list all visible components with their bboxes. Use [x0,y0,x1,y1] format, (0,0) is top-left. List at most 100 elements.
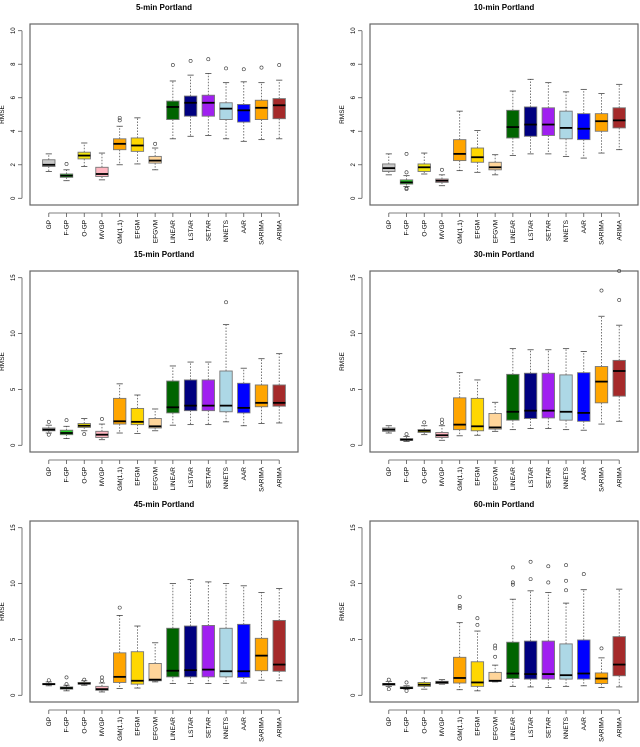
box-efgvm [148,141,162,171]
panel-15min: 15-min Portland 0 5 10 15 RMSE GP F-GP O-GP MVGP G… [0,247,320,492]
x-tick-label: F-GP [404,717,411,733]
x-tick-label: O-GP [81,467,88,484]
box-ogp [417,152,431,175]
chart-title: 45-min Portland [134,500,195,509]
outlier-point [170,63,175,67]
x-tick-label: F-GP [404,467,411,483]
x-tick-label: GM(1,1) [117,220,124,244]
box-ogp [77,677,91,686]
outlier-point [188,58,193,63]
box-iqr [559,110,573,140]
box-fgp [59,162,74,182]
x-tick-label: LINEAR [170,220,177,244]
x-tick-label: O-GP [81,220,88,237]
x-tick-label: ARIMA [276,716,283,737]
y-tick-label: 10 [11,330,17,337]
box-nnets [559,91,573,157]
x-tick-label: F-GP [64,220,71,236]
x-tick-label: LSTAR [528,467,535,488]
box-iqr [506,373,520,421]
box-iqr [254,384,269,408]
x-tick-label: LSTAR [188,717,195,738]
y-tick-label: 0 [11,693,17,697]
outlier-point [82,432,87,437]
box-iqr [219,102,233,120]
box-gm11 [113,383,127,434]
outlier-point [117,115,122,120]
x-tick-label: O-GP [421,717,428,734]
box-efgvm [148,642,162,683]
box-nnets [219,583,233,684]
box-iqr [272,384,286,407]
box-iqr [183,625,198,678]
y-tick-label: 0 [11,443,17,447]
x-tick-label: O-GP [421,467,428,484]
x-tick-label: ARIMA [616,466,623,487]
y-tick-label: 10 [351,330,357,337]
box-aar [577,572,591,687]
box-efgm [130,117,145,165]
outlier-point [224,66,228,71]
outlier-point [599,646,604,651]
box-iqr [166,380,180,414]
boxplot-60min: 60-min Portland 0 5 10 15 RMSE GP F-GP O-GP MVGP G… [339,500,639,742]
outlier-point [546,580,551,585]
box-iqr [559,374,573,421]
x-tick-label: EFGVM [152,717,159,740]
chart-title: 5-min Portland [136,3,192,12]
outlier-point [546,564,551,569]
y-tick-label: 8 [11,62,17,66]
chart-title: 10-min Portland [474,3,535,12]
x-tick-label: SETAR [546,717,553,738]
outlier-point [64,162,69,166]
outlier-point [440,421,444,425]
box-iqr [594,113,609,132]
panel-45min: 45-min Portland 0 5 10 15 RMSE GP F-GP O-GP MVGP G… [0,497,320,742]
x-tick-label: F-GP [64,717,71,733]
x-tick-label: SETAR [206,717,213,738]
x-tick-label: F-GP [64,467,71,483]
y-tick-label: 10 [351,580,357,587]
x-tick-label: MVGP [99,220,106,239]
outlier-point [440,417,444,422]
box-arima [612,588,626,688]
box-iqr [612,359,626,397]
x-tick-label: EFGVM [492,467,499,490]
outlier-point [510,580,515,585]
x-tick-label: SARIMA [599,219,606,245]
box-iqr [166,627,180,678]
box-iqr [201,625,215,678]
outlier-point [528,577,533,581]
outlier-point [277,63,282,67]
y-tick-label: 0 [351,196,357,200]
box-arima [612,83,626,151]
x-tick-label: EFGM [475,717,482,736]
box-iqr [541,640,555,680]
x-tick-label: SETAR [206,220,213,241]
outlier-point [457,606,462,611]
x-tick-label: ARIMA [276,219,283,240]
box-aar [237,67,251,142]
outlier-point [259,65,264,70]
y-tick-label: 5 [11,637,17,641]
box-efgm [470,379,485,436]
x-tick-label: GM(1,1) [117,717,124,741]
x-tick-label: GM(1,1) [457,467,464,491]
box-gm11 [453,372,467,437]
outlier-point [581,572,586,576]
box-lstar [183,579,198,684]
box-efgm [470,130,485,173]
x-tick-label: NNETS [223,716,230,739]
outlier-point [475,616,480,621]
x-tick-label: AAR [241,717,248,731]
y-tick-label: 2 [11,162,17,166]
chart-title: 60-min Portland [474,500,535,509]
plot-frame [369,23,639,206]
y-tick-label: 15 [351,274,357,281]
plot-frame [29,23,299,206]
panel-5min: 5-min Portland 0 2 4 6 8 10 RMSE GP F-GP O-GP MVGP G… [0,0,320,245]
box-linear [506,565,520,687]
box-nnets [559,563,573,687]
y-axis-label: RMSE [0,104,6,123]
box-iqr [219,627,233,678]
